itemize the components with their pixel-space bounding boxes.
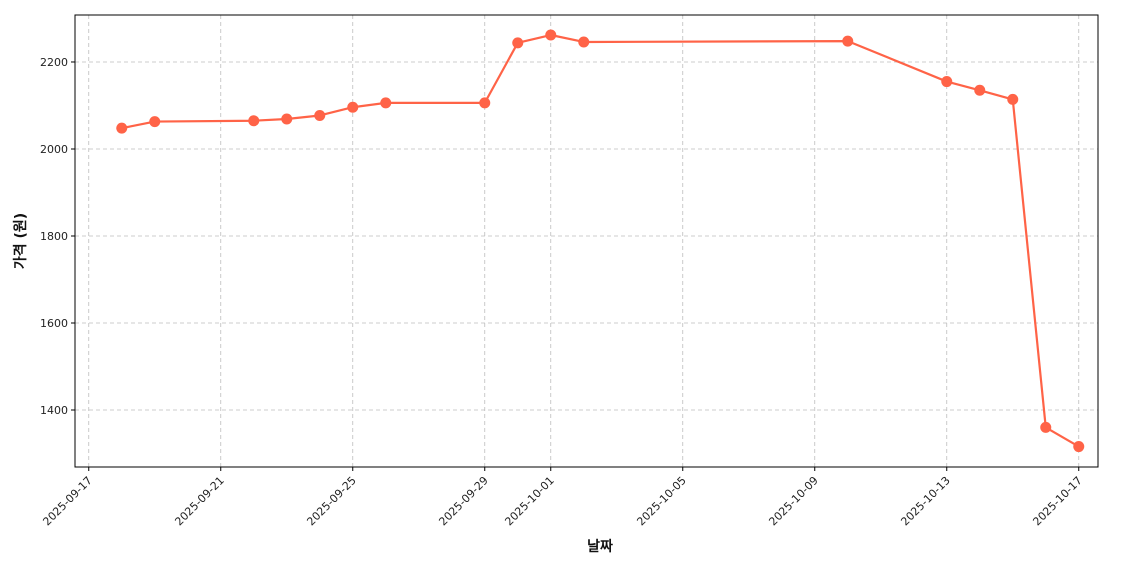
y-tick-label: 1800 <box>40 230 68 243</box>
data-point <box>1073 441 1085 453</box>
y-tick-label: 2000 <box>40 143 68 156</box>
data-point <box>545 29 557 41</box>
x-axis-ticks: 2025-09-17 2025-09-21 2025-09-25 2025-09-29… <box>40 467 1085 528</box>
x-tick-label: 2025-09-25 <box>304 474 358 528</box>
data-point <box>314 109 326 121</box>
data-point <box>974 84 986 96</box>
y-tick-label: 1600 <box>40 317 68 330</box>
price-series-line <box>121 33 1080 448</box>
y-tick-label: 1400 <box>40 404 68 417</box>
grid <box>75 15 1098 467</box>
data-point <box>941 76 953 88</box>
x-tick-label: 2025-10-17 <box>1030 474 1084 528</box>
plot-frame <box>74 14 1099 468</box>
x-tick-label: 2025-09-17 <box>40 474 94 528</box>
x-tick-label: 2025-10-13 <box>898 474 952 528</box>
data-point <box>842 35 854 47</box>
x-axis-label: 날짜 <box>587 539 613 555</box>
price-series-points <box>116 29 1085 453</box>
data-point <box>149 116 161 128</box>
data-point <box>380 97 392 109</box>
data-point <box>281 113 293 125</box>
data-point <box>116 122 128 134</box>
data-point <box>1040 421 1052 433</box>
y-tick-label: 2200 <box>40 56 68 69</box>
x-tick-label: 2025-09-29 <box>436 474 490 528</box>
x-tick-label: 2025-09-21 <box>172 474 226 528</box>
data-point <box>347 101 359 113</box>
data-point <box>1007 93 1019 105</box>
data-point <box>512 37 524 49</box>
x-tick-label: 2025-10-05 <box>634 474 688 528</box>
data-point <box>578 36 590 48</box>
y-axis-label: 가격 (원) <box>12 213 29 269</box>
y-axis-ticks: 1400 1600 1800 2000 2200 <box>40 56 75 417</box>
data-point <box>479 97 491 109</box>
data-point <box>248 115 260 127</box>
x-tick-label: 2025-10-01 <box>502 474 556 528</box>
x-tick-label: 2025-10-09 <box>766 474 820 528</box>
